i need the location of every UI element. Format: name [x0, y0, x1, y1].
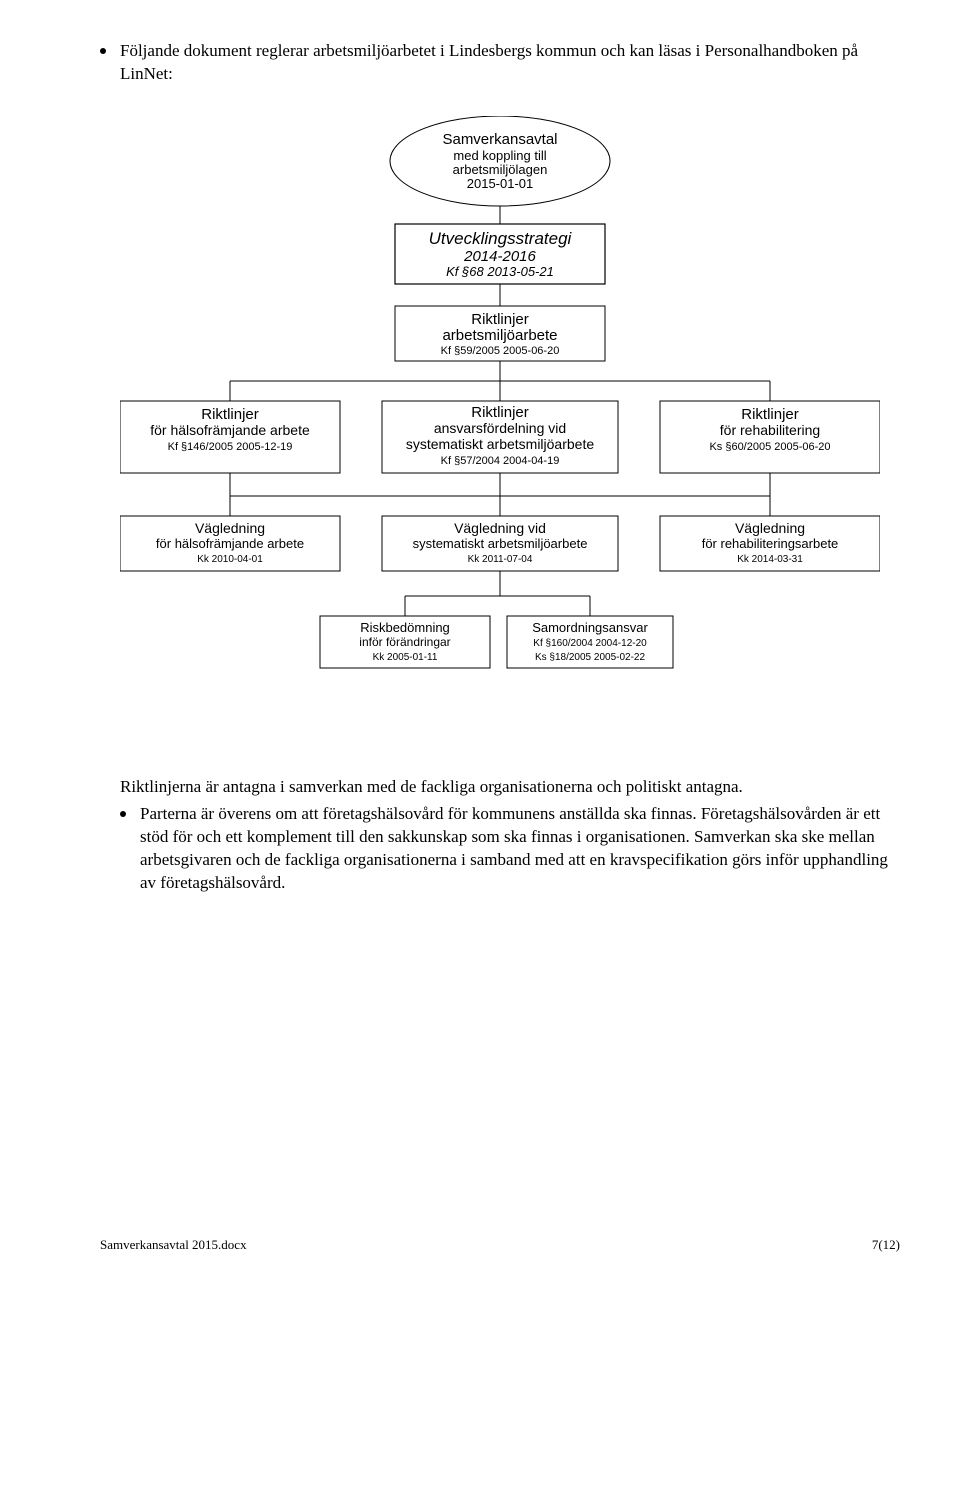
- r5b-l3: Ks §18/2005 2005-02-22: [535, 652, 646, 663]
- ellipse-l4: 2015-01-01: [467, 176, 534, 191]
- top2-l1: Riktlinjer: [471, 311, 529, 328]
- page-footer: Samverkansavtal 2015.docx 7(12): [100, 1237, 900, 1253]
- footer-right: 7(12): [872, 1237, 900, 1253]
- intro-bullet: Följande dokument reglerar arbetsmiljöar…: [100, 40, 900, 86]
- r4b-l2: systematiskt arbetsmiljöarbete: [413, 536, 588, 551]
- ellipse-l1: Samverkansavtal: [442, 131, 557, 148]
- r3b-l4: Kf §57/2004 2004-04-19: [441, 455, 560, 467]
- org-chart: Samverkansavtal med koppling till arbets…: [100, 116, 900, 736]
- r4c-l3: Kk 2014-03-31: [737, 554, 803, 565]
- ellipse-l2: med koppling till: [453, 148, 546, 163]
- r4a-l3: Kk 2010-04-01: [197, 554, 263, 565]
- r4b-l1: Vägledning vid: [454, 520, 546, 536]
- para-2: Parterna är överens om att företagshälso…: [140, 803, 900, 895]
- top1-l2: 2014-2016: [463, 248, 536, 265]
- r4b-l3: Kk 2011-07-04: [468, 554, 533, 565]
- top1-l1: Utvecklingsstrategi: [429, 229, 573, 248]
- body-paragraph-list: Riktlinjerna är antagna i samverkan med …: [120, 776, 900, 897]
- r4c-l2: för rehabiliteringsarbete: [702, 536, 839, 551]
- r3c-l2: för rehabilitering: [720, 422, 820, 438]
- top2-l3: Kf §59/2005 2005-06-20: [441, 345, 560, 357]
- r5a-l3: Kk 2005-01-11: [373, 652, 438, 663]
- top1-l3: Kf §68 2013-05-21: [446, 264, 554, 279]
- bullet-dot: [120, 811, 126, 817]
- r4a-l2: för hälsofrämjande arbete: [156, 536, 304, 551]
- r4c-l1: Vägledning: [735, 520, 805, 536]
- r3c-l3: Ks §60/2005 2005-06-20: [709, 441, 830, 453]
- footer-left: Samverkansavtal 2015.docx: [100, 1237, 247, 1253]
- r4a-l1: Vägledning: [195, 520, 265, 536]
- r3b-l2: ansvarsfördelning vid: [434, 420, 566, 436]
- r5b-l2: Kf §160/2004 2004-12-20: [533, 638, 647, 649]
- r3a-l2: för hälsofrämjande arbete: [150, 422, 310, 438]
- r5a-l2: inför förändringar: [359, 635, 450, 649]
- r5a-l1: Riskbedömning: [360, 620, 450, 635]
- bullet-dot: [100, 48, 106, 54]
- r3a-l3: Kf §146/2005 2005-12-19: [168, 441, 293, 453]
- r3c-l1: Riktlinjer: [741, 406, 799, 423]
- intro-text: Följande dokument reglerar arbetsmiljöar…: [120, 40, 900, 86]
- top2-l2: arbetsmiljöarbete: [442, 327, 557, 344]
- r3b-l3: systematiskt arbetsmiljöarbete: [406, 436, 595, 452]
- ellipse-l3: arbetsmiljölagen: [453, 162, 548, 177]
- r3a-l1: Riktlinjer: [201, 406, 259, 423]
- r5b-l1: Samordningsansvar: [532, 620, 648, 635]
- r3b-l1: Riktlinjer: [471, 404, 529, 421]
- para-1: Riktlinjerna är antagna i samverkan med …: [120, 776, 743, 799]
